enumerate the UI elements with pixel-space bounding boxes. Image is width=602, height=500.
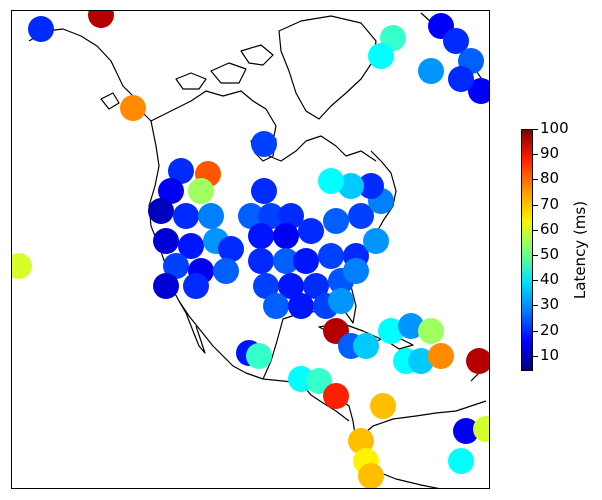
latency-point	[303, 273, 329, 299]
coastline-islands-4	[100, 92, 120, 110]
latency-point	[398, 313, 424, 339]
latency-point	[178, 233, 204, 259]
latency-point	[448, 448, 474, 474]
latency-point	[358, 173, 384, 199]
coastline-islands-2	[210, 62, 247, 84]
latency-point	[251, 178, 277, 204]
colorbar-tick	[533, 129, 538, 130]
latency-point	[248, 223, 274, 249]
colorbar-tick-label: 100	[540, 119, 569, 137]
map-canvas	[12, 11, 489, 488]
latency-point	[418, 58, 444, 84]
latency-point	[173, 203, 199, 229]
latency-point	[348, 203, 374, 229]
latency-point	[370, 393, 396, 419]
coastline-islands-3	[240, 44, 274, 66]
latency-point	[443, 28, 469, 54]
latency-point	[246, 343, 272, 369]
latency-point	[418, 318, 444, 344]
colorbar-tick-label: 60	[540, 220, 560, 238]
latency-point	[153, 228, 179, 254]
colorbar-tick-label: 90	[540, 144, 560, 162]
latency-point	[473, 416, 489, 442]
colorbar-tick	[533, 280, 538, 281]
latency-point	[363, 228, 389, 254]
latency-point	[453, 418, 479, 444]
latency-point	[288, 293, 314, 319]
latency-point	[293, 248, 319, 274]
colorbar-tick-label: 70	[540, 195, 560, 213]
colorbar-tick	[533, 356, 538, 357]
latency-point	[198, 203, 224, 229]
latency-point	[213, 258, 239, 284]
latency-point	[323, 208, 349, 234]
latency-point	[153, 273, 179, 299]
latency-point	[278, 203, 304, 229]
colorbar-tick	[533, 205, 538, 206]
colorbar-tick-label: 30	[540, 295, 560, 313]
latency-point	[318, 168, 344, 194]
latency-point	[273, 248, 299, 274]
latency-point	[448, 66, 474, 92]
latency-blobs	[12, 11, 489, 488]
latency-point	[353, 333, 379, 359]
latency-point	[88, 11, 114, 28]
latency-point	[28, 16, 54, 42]
latency-point	[358, 463, 384, 488]
coastline-greenland	[278, 15, 377, 120]
colorbar-tick	[533, 331, 538, 332]
coastline-east	[262, 150, 397, 380]
colorbar-tick	[533, 230, 538, 231]
latency-point	[168, 158, 194, 184]
latency-point	[188, 178, 214, 204]
latency-point	[158, 178, 184, 204]
latency-point	[306, 368, 332, 394]
latency-point	[468, 78, 489, 104]
colorbar-tick-label: 10	[540, 346, 560, 364]
latency-point	[466, 348, 489, 374]
latency-point	[328, 288, 354, 314]
latency-point	[183, 273, 209, 299]
colorbar-tick-label: 40	[540, 270, 560, 288]
coastline-south-america	[355, 400, 487, 442]
colorbar-tick-label: 50	[540, 245, 560, 263]
latency-point	[251, 131, 277, 157]
colorbar	[521, 129, 533, 371]
latency-point	[348, 428, 374, 454]
latency-point	[378, 318, 404, 344]
latency-point	[323, 383, 349, 409]
colorbar-label: Latency (ms)	[571, 200, 589, 300]
colorbar-tick	[533, 305, 538, 306]
latency-point	[120, 95, 146, 121]
latency-point	[148, 198, 174, 224]
colorbar-tick-label: 80	[540, 169, 560, 187]
colorbar-tick	[533, 255, 538, 256]
coastline-central-america	[300, 382, 350, 422]
latency-point	[218, 236, 244, 262]
latency-point	[163, 253, 189, 279]
coastline-islands-1	[175, 72, 207, 90]
latency-point	[368, 43, 394, 69]
coastline-baja	[178, 300, 206, 354]
latency-point	[408, 348, 434, 374]
colorbar-tick	[533, 154, 538, 155]
latency-point	[298, 218, 324, 244]
latency-point	[428, 343, 454, 369]
latency-point	[263, 293, 289, 319]
colorbar-tick	[533, 179, 538, 180]
colorbar-tick-label: 20	[540, 321, 560, 339]
latency-point	[278, 273, 304, 299]
latency-point	[343, 258, 369, 284]
latency-point	[338, 173, 364, 199]
latency-point	[248, 248, 274, 274]
latency-point	[318, 243, 344, 269]
latency-point	[238, 203, 264, 229]
latency-point	[258, 203, 284, 229]
map-frame	[11, 10, 490, 489]
latency-point	[273, 223, 299, 249]
latency-point	[12, 253, 32, 279]
latency-point	[253, 273, 279, 299]
